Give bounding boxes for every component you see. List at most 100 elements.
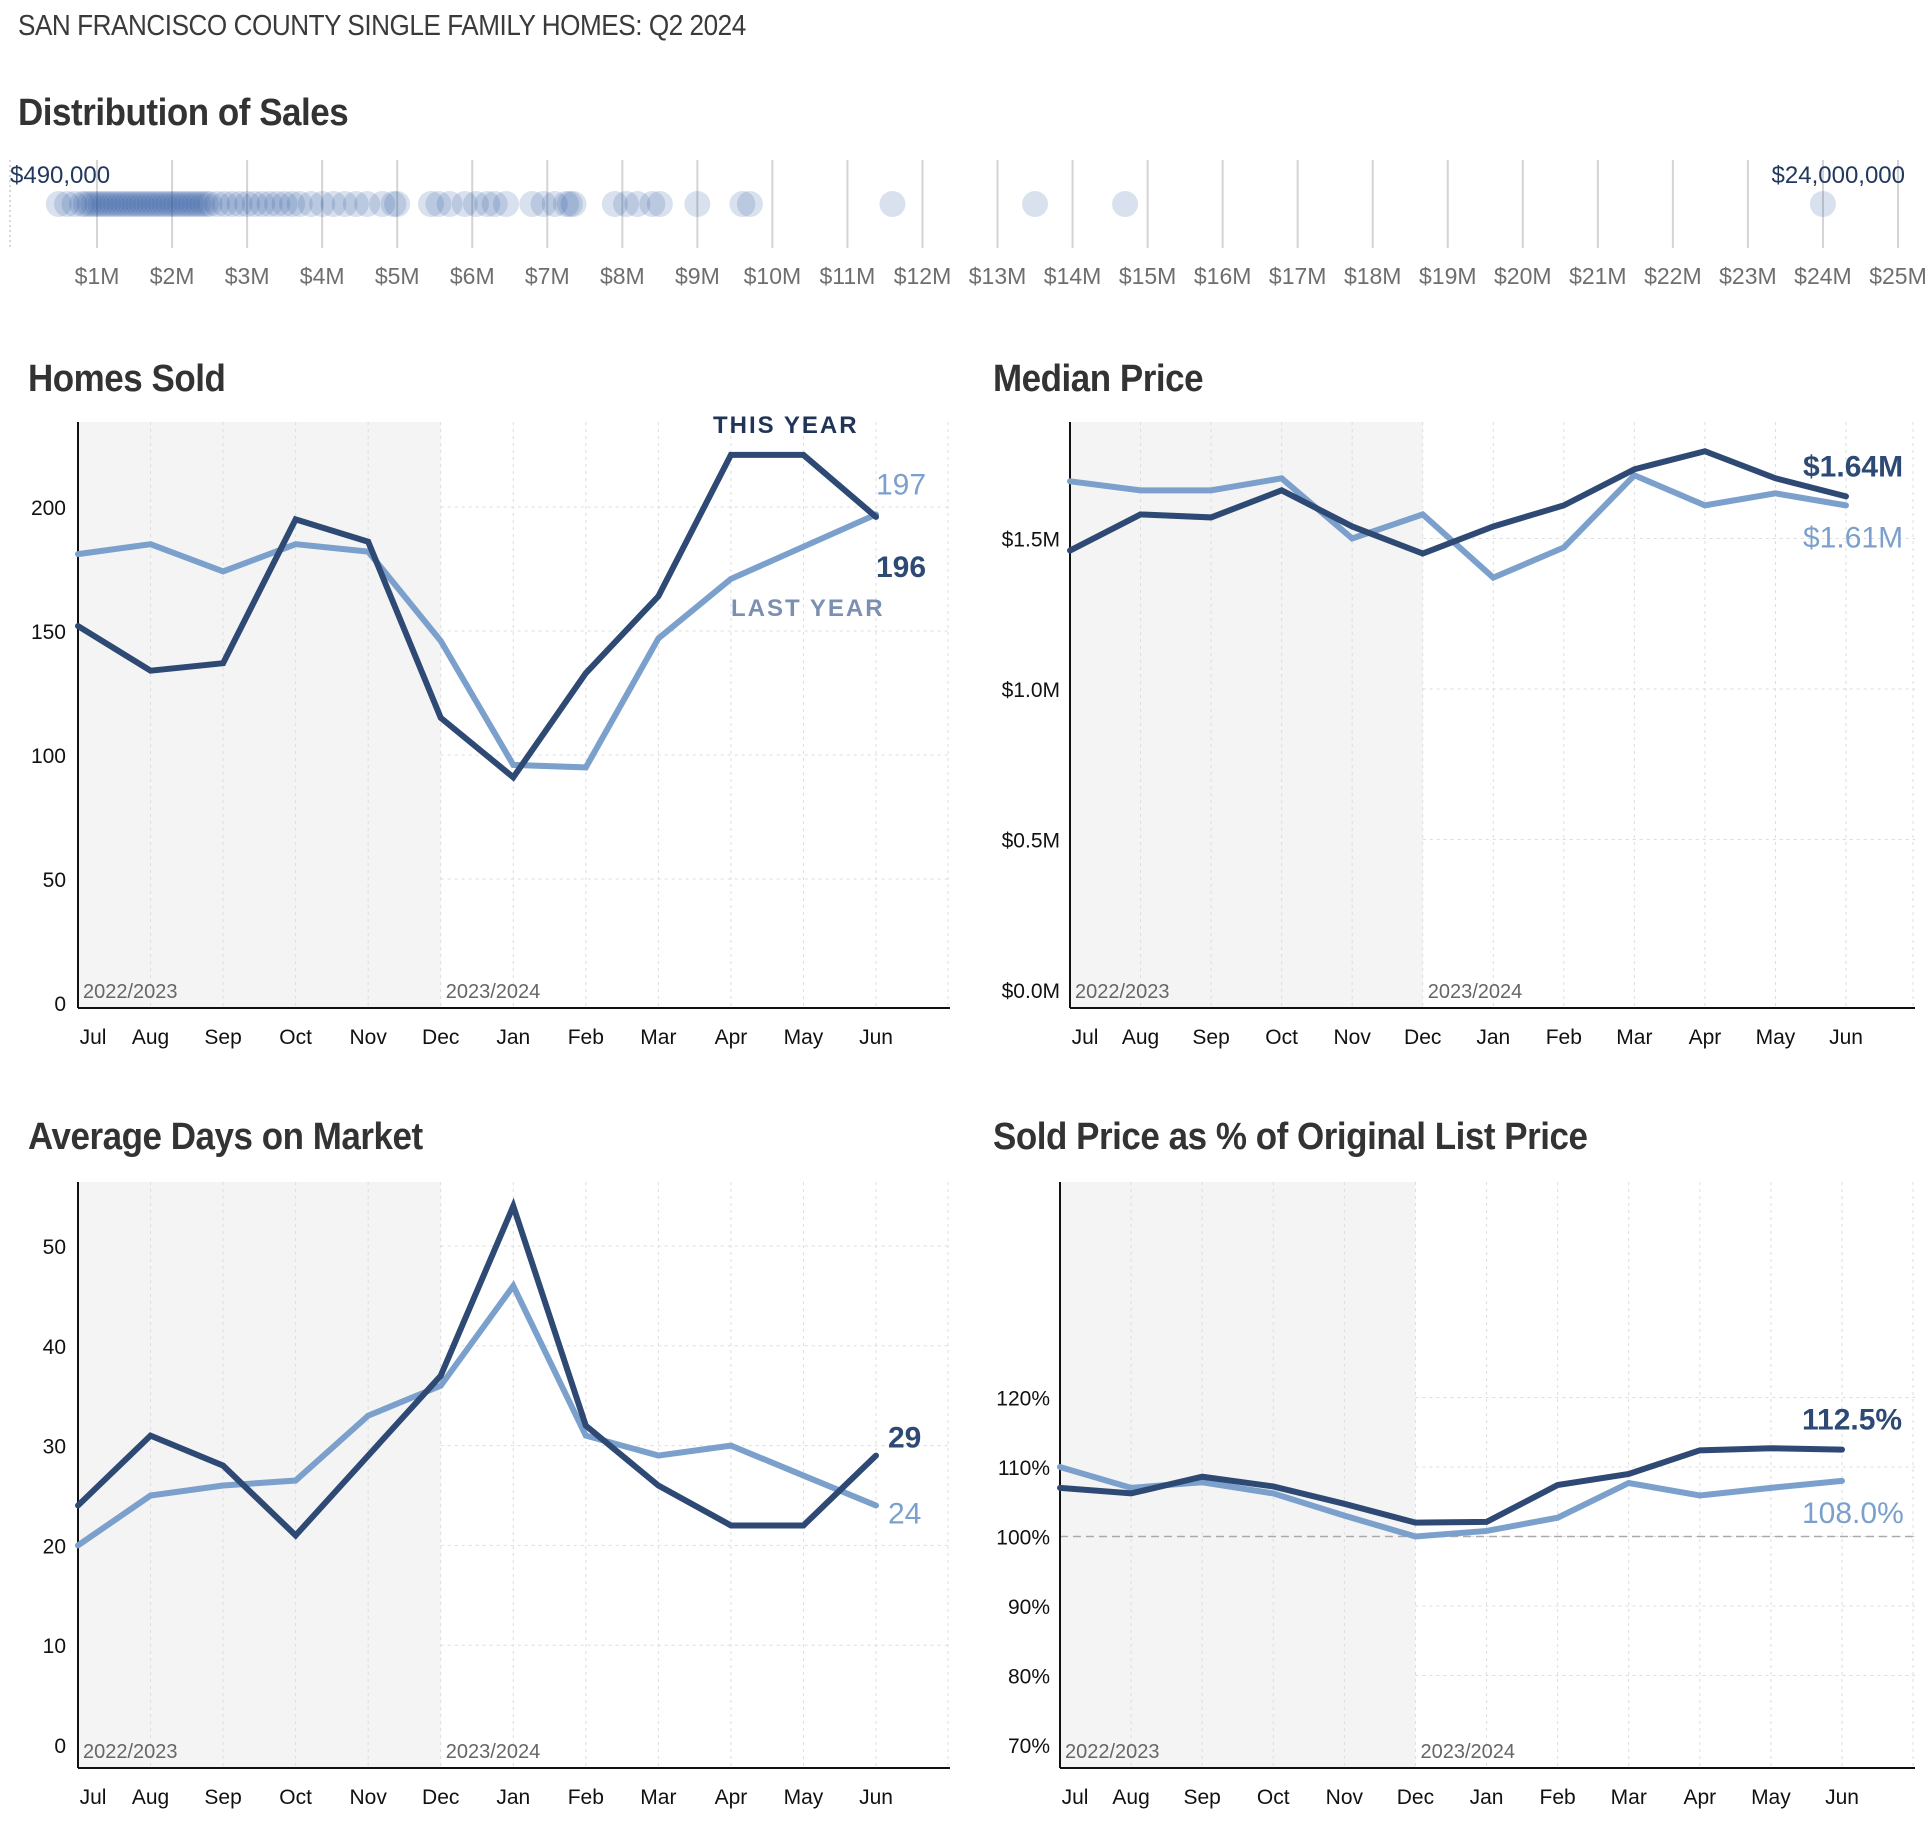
x-tick-label: Apr: [715, 1786, 748, 1809]
season-label-previous: 2022/2023: [83, 1741, 178, 1763]
distribution-tick-label: $24M: [1794, 263, 1852, 289]
x-tick-label: Feb: [1546, 1026, 1582, 1049]
last-year-line: [75, 511, 879, 771]
distribution-tick-label: $15M: [1119, 263, 1177, 289]
distribution-dot: [170, 191, 197, 217]
distribution-tick-label: $9M: [675, 263, 720, 289]
season-label-previous: 2022/2023: [1065, 1741, 1160, 1763]
x-tick-label: Dec: [1404, 1026, 1441, 1049]
homes-sold-title: Homes Sold: [28, 358, 226, 400]
distribution-dot: [331, 191, 358, 217]
last-year-line: [1057, 1464, 1845, 1540]
distribution-dot: [177, 191, 204, 217]
distribution-tick-label: $22M: [1644, 263, 1702, 289]
distribution-dot: [181, 191, 208, 217]
y-tick-label: 20: [43, 1535, 66, 1558]
sold-vs-list-chart: 70% 80% 90% 100% 110% 120% Jul Aug Sep Oct Nov Dec J…: [996, 1182, 1915, 1809]
this-year-line: [1067, 448, 1849, 557]
distribution-dot: [144, 191, 171, 217]
distribution-dot: [129, 191, 156, 217]
y-tick-label: $0.0M: [1002, 980, 1060, 1003]
distribution-tick-label: $14M: [1044, 263, 1102, 289]
last-year-end-label: $1.61M: [1803, 521, 1903, 554]
x-tick-label: Oct: [279, 1026, 312, 1049]
x-tick-label: Aug: [132, 1026, 169, 1049]
this-year-line: [75, 451, 879, 782]
distribution-dot: [380, 191, 407, 217]
distribution-tick-label: $3M: [225, 263, 270, 289]
distribution-dot: [76, 191, 103, 217]
distribution-dot: [297, 191, 324, 217]
distribution-tick-label: $17M: [1269, 263, 1327, 289]
distribution-dot: [87, 191, 114, 217]
distribution-dot: [309, 191, 336, 217]
distribution-dot: [462, 191, 489, 217]
x-tick-label: Jun: [1825, 1786, 1859, 1809]
distribution-dot: [95, 191, 122, 217]
distribution-dot: [155, 191, 182, 217]
distribution-dot: [45, 191, 72, 217]
x-tick-label: Mar: [1616, 1026, 1652, 1049]
y-tick-label: 30: [43, 1436, 66, 1459]
distribution-tick-label: $12M: [894, 263, 952, 289]
x-tick-label: Jan: [496, 1786, 530, 1809]
distribution-dot: [125, 191, 152, 217]
this-year-end-label: 112.5%: [1802, 1404, 1902, 1437]
distribution-tick-label: $16M: [1194, 263, 1252, 289]
distribution-dot: [369, 191, 396, 217]
x-tick-label: Jan: [1470, 1786, 1504, 1809]
days-on-market-title: Average Days on Market: [28, 1116, 423, 1158]
distribution-dot: [166, 191, 193, 217]
season-shade: [1060, 1182, 1416, 1768]
x-tick-label: Jan: [496, 1026, 530, 1049]
distribution-dot: [80, 191, 107, 217]
distribution-tick-label: $23M: [1719, 263, 1777, 289]
distribution-dot: [320, 191, 347, 217]
y-tick-label: 70%: [1008, 1735, 1050, 1758]
distribution-dot: [519, 191, 546, 217]
season-label-current: 2023/2024: [446, 1741, 541, 1763]
legend-this-year: THIS YEAR: [713, 412, 859, 439]
season-label-previous: 2022/2023: [1075, 981, 1170, 1003]
distribution-tick-label: $25M: [1869, 263, 1925, 289]
distribution-tick-label: $19M: [1419, 263, 1477, 289]
x-tick-label: Aug: [1112, 1786, 1149, 1809]
y-tick-label: 200: [31, 497, 66, 520]
distribution-tick-label: $2M: [150, 263, 195, 289]
season-shade: [78, 1182, 441, 1768]
distribution-dot: [151, 191, 178, 217]
y-tick-label: $1.0M: [1002, 679, 1060, 702]
distribution-dot: [493, 191, 520, 217]
x-tick-label: Aug: [132, 1786, 169, 1809]
x-tick-label: Nov: [1326, 1786, 1364, 1809]
season-label-current: 2023/2024: [1428, 981, 1523, 1003]
x-tick-label: Apr: [1683, 1786, 1716, 1809]
distribution-min-label: $490,000: [10, 162, 110, 189]
distribution-dot: [601, 191, 628, 217]
distribution-dot: [114, 191, 141, 217]
distribution-dot: [879, 191, 906, 217]
x-tick-label: Feb: [568, 1786, 604, 1809]
distribution-dot: [286, 191, 313, 217]
distribution-dot: [646, 191, 673, 217]
distribution-dot: [110, 191, 137, 217]
x-tick-label: Mar: [1611, 1786, 1647, 1809]
x-tick-label: Feb: [1540, 1786, 1576, 1809]
distribution-dot: [556, 191, 583, 217]
distribution-dot: [1809, 191, 1836, 217]
x-tick-label: Jul: [80, 1026, 107, 1049]
this-year-end-label: $1.64M: [1803, 450, 1903, 483]
x-tick-label: Aug: [1122, 1026, 1159, 1049]
season-shade: [78, 422, 441, 1008]
x-tick-label: Dec: [1397, 1786, 1434, 1809]
y-tick-label: 80%: [1008, 1666, 1050, 1689]
distribution-dot: [117, 191, 144, 217]
median-price-chart: $0.0M $0.5M $1.0M $1.5M Jul Aug Sep Oct Nov Dec Ja…: [1002, 422, 1915, 1049]
distribution-dot: [271, 191, 298, 217]
x-tick-label: Apr: [715, 1026, 748, 1049]
distribution-dot: [84, 191, 111, 217]
distribution-dot: [481, 191, 508, 217]
x-tick-label: Oct: [279, 1786, 312, 1809]
x-tick-label: Jan: [1476, 1026, 1510, 1049]
x-tick-label: Apr: [1689, 1026, 1722, 1049]
